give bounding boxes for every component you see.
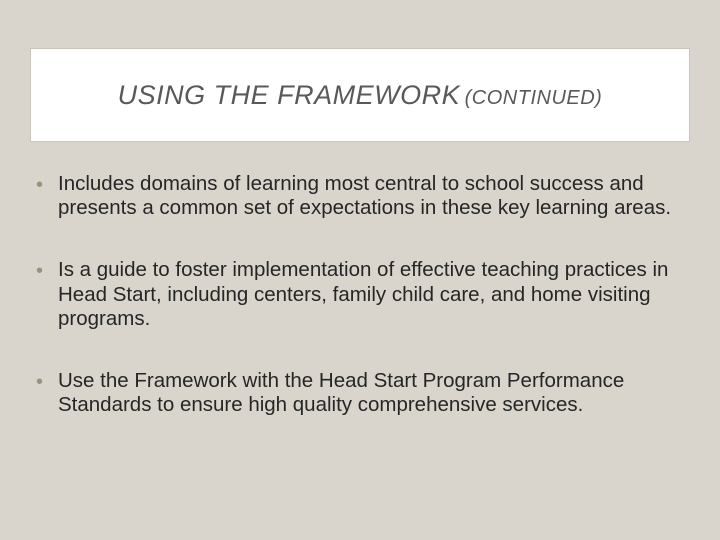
bullet-icon: • (36, 258, 58, 284)
bullet-text: Use the Framework with the Head Start Pr… (58, 369, 684, 417)
slide-title-main: USING THE FRAMEWORK (118, 80, 461, 110)
bullet-text: Is a guide to foster implementation of e… (58, 258, 684, 331)
title-box: USING THE FRAMEWORK (CONTINUED) (30, 48, 690, 142)
bullet-icon: • (36, 172, 58, 198)
bullet-text: Includes domains of learning most centra… (58, 172, 684, 220)
list-item: • Includes domains of learning most cent… (36, 172, 684, 220)
list-item: • Is a guide to foster implementation of… (36, 258, 684, 331)
bullet-list: • Includes domains of learning most cent… (36, 172, 684, 455)
bullet-icon: • (36, 369, 58, 395)
title-wrapper: USING THE FRAMEWORK (CONTINUED) (118, 80, 603, 111)
slide-title-sub: (CONTINUED) (465, 87, 603, 109)
list-item: • Use the Framework with the Head Start … (36, 369, 684, 417)
